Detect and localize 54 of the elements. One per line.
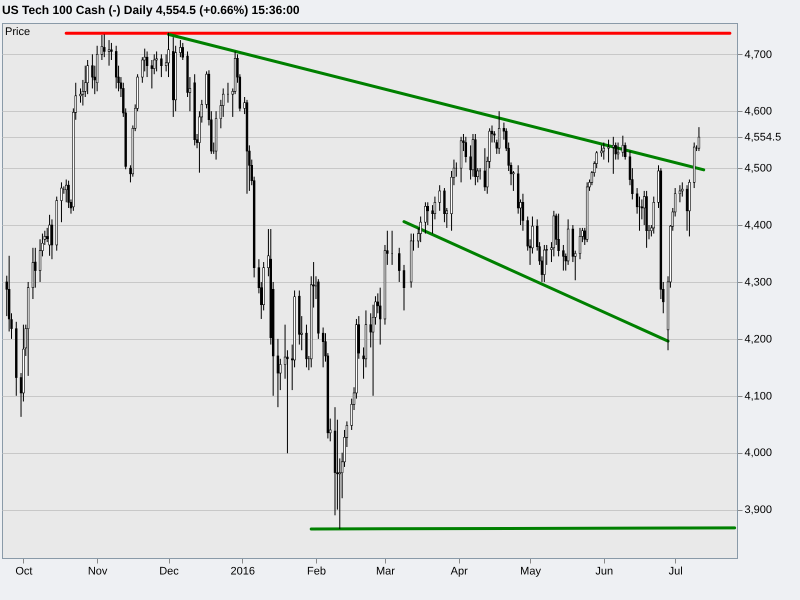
candlestick <box>398 247 400 282</box>
x-tick-label: Oct <box>15 566 32 578</box>
y-tick-label: 3,900 <box>744 504 772 516</box>
y-tick-label: 4,100 <box>744 390 772 402</box>
candlestick <box>498 110 500 154</box>
x-tick-label: May <box>520 566 542 578</box>
candlestick <box>522 193 524 232</box>
candlestick <box>60 182 63 223</box>
candlestick <box>182 42 184 60</box>
candlestick <box>616 142 620 160</box>
candlestick <box>698 126 700 152</box>
x-tick-label: Apr <box>450 566 468 578</box>
candlestick <box>622 135 624 158</box>
x-tick-label: Jul <box>668 566 683 578</box>
y-tick-label: 4,000 <box>744 447 772 460</box>
x-tick-label: Dec <box>159 566 180 578</box>
candlestick <box>438 184 441 212</box>
y-tick-label: 4,200 <box>744 333 772 346</box>
x-tick-label: Jun <box>595 566 614 578</box>
x-tick-label: 2016 <box>230 566 255 578</box>
candlestick <box>557 213 560 257</box>
candlestick <box>276 338 280 408</box>
candlestick <box>562 244 565 272</box>
candlestick <box>155 50 158 72</box>
candlestick <box>50 218 54 260</box>
candlestick <box>379 287 382 346</box>
candlestick <box>108 40 110 66</box>
candlestick <box>602 142 605 160</box>
y-tick-label: 4,554.5 <box>744 132 782 144</box>
candlestick <box>46 227 48 243</box>
candlestick <box>607 139 610 163</box>
y-axis-title: Price <box>5 26 30 38</box>
candlestick <box>678 184 682 203</box>
candlestick <box>322 326 324 368</box>
candlestick <box>464 136 468 163</box>
candlestick <box>612 136 615 174</box>
y-tick-label: 4,300 <box>744 276 772 288</box>
candlestick <box>179 40 182 58</box>
candlestick <box>86 59 89 95</box>
y-tick-label: 4,600 <box>744 106 772 118</box>
chart-title: US Tech 100 Cash (-) Daily 4,554.5 (+0.66%) 15:36:00 <box>2 3 300 17</box>
candlestick <box>100 34 104 60</box>
candlestick <box>146 50 148 78</box>
y-tick-label: 4,700 <box>744 48 772 61</box>
candlestick <box>600 144 603 158</box>
candlestick <box>424 202 427 234</box>
x-tick-label: Nov <box>88 566 108 578</box>
candlestick <box>160 54 163 78</box>
x-tick-label: Feb <box>306 566 326 578</box>
y-tick-label: 4,500 <box>744 162 772 175</box>
candlestick <box>484 148 486 192</box>
y-tick-label: 4,400 <box>744 220 772 232</box>
x-tick-label: Mar <box>376 566 396 578</box>
candlestick <box>103 34 106 58</box>
